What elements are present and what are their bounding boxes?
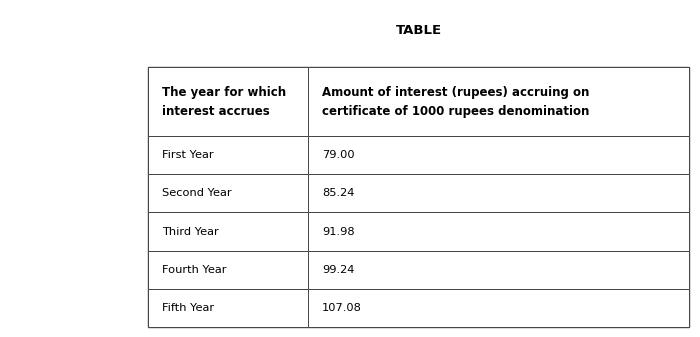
Text: 85.24: 85.24 (322, 188, 354, 198)
Text: First Year: First Year (162, 150, 214, 160)
Bar (148, 212, 308, 251)
Text: TABLE: TABLE (395, 24, 442, 37)
Bar (148, 289, 308, 327)
Bar (308, 289, 689, 327)
Text: Amount of interest (rupees) accruing on
certificate of 1000 rupees denomination: Amount of interest (rupees) accruing on … (322, 86, 589, 118)
Text: Second Year: Second Year (162, 188, 232, 198)
Text: The year for which
interest accrues: The year for which interest accrues (162, 86, 286, 118)
Bar (148, 136, 308, 174)
Bar (148, 67, 308, 136)
Bar (308, 67, 689, 136)
Bar (148, 251, 308, 289)
Bar (308, 174, 689, 212)
Text: Fourth Year: Fourth Year (162, 265, 227, 275)
Text: Certificates Scheme 2019: Certificates Scheme 2019 (57, 130, 73, 337)
Text: 107.08: 107.08 (322, 303, 362, 313)
Text: 79.00: 79.00 (322, 150, 354, 160)
Text: Fifth Year: Fifth Year (162, 303, 214, 313)
Text: Third Year: Third Year (162, 226, 219, 237)
Text: National Savings: National Savings (57, 15, 73, 167)
Bar (148, 174, 308, 212)
Text: 99.24: 99.24 (322, 265, 354, 275)
Bar (308, 212, 689, 251)
Bar (308, 251, 689, 289)
Bar (148, 67, 689, 327)
Bar (308, 136, 689, 174)
Text: 91.98: 91.98 (322, 226, 354, 237)
